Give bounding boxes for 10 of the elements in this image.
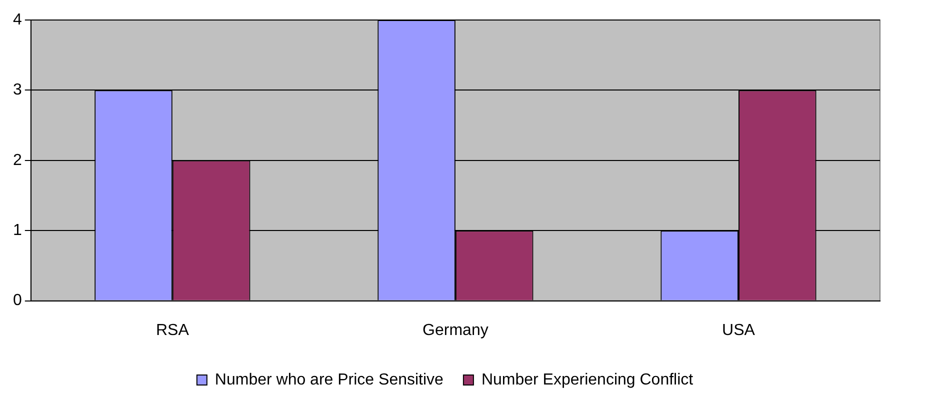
y-tick-label: 1 bbox=[12, 222, 22, 240]
x-tick-label: Germany bbox=[422, 322, 488, 339]
y-tick-label: 4 bbox=[12, 11, 22, 28]
legend-label: Number Experiencing Conflict bbox=[481, 371, 694, 388]
x-tick-label: USA bbox=[722, 322, 756, 339]
x-tick-label: RSA bbox=[156, 322, 190, 339]
y-tick-label: 3 bbox=[12, 82, 22, 99]
y-tick-label: 0 bbox=[12, 292, 22, 310]
y-tick-label: 2 bbox=[12, 152, 22, 169]
legend-label: Number who are Price Sensitive bbox=[214, 371, 444, 388]
